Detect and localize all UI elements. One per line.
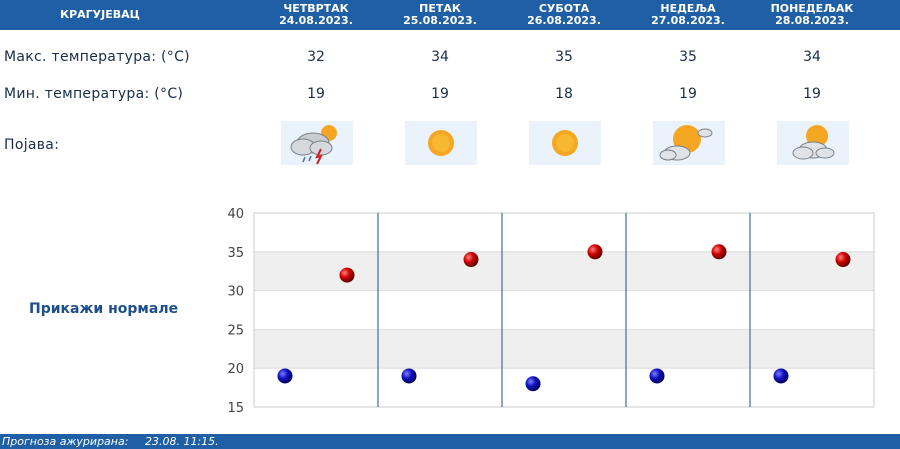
day-header-1: ЧЕТВРТАК 24.08.2023.	[254, 3, 378, 27]
chart-band	[254, 290, 874, 330]
max-temp-value: 34	[431, 49, 449, 65]
min-temp-value: 19	[431, 86, 449, 102]
day-date: 24.08.2023.	[279, 14, 353, 27]
plot-border	[253, 212, 875, 408]
y-tick-label: 35	[227, 246, 244, 261]
sun-icon	[405, 121, 477, 165]
day-date: 27.08.2023.	[651, 14, 725, 27]
storm-sun-cloud-icon	[281, 121, 353, 165]
day-header-4: НЕДЕЉА 27.08.2023.	[626, 3, 750, 27]
chart-band	[254, 368, 874, 407]
chart-band	[254, 329, 874, 369]
sun-icon	[529, 121, 601, 165]
min-temp-point	[773, 368, 789, 384]
day-header-2: ПЕТАК 25.08.2023.	[378, 3, 502, 27]
day-name: СУБОТА	[538, 2, 590, 15]
min-temp-value: 19	[803, 86, 821, 102]
day-name: ПЕТАК	[419, 2, 461, 15]
min-temp-value: 19	[307, 86, 325, 102]
update-time: 23.08. 11:15.	[145, 435, 219, 448]
day-date: 28.08.2023.	[775, 14, 849, 27]
forecast-header: КРАГУЈЕВАЦ ЧЕТВРТАК 24.08.2023. ПЕТАК 25…	[0, 0, 900, 30]
max-temp-point	[711, 244, 727, 260]
min-temp-value: 18	[555, 86, 573, 102]
update-label: Прогноза ажурирана:	[2, 435, 129, 448]
max-temp-point	[339, 267, 355, 283]
sun-cloud-icon	[653, 121, 725, 165]
min-temp-point	[277, 368, 293, 384]
footer-bar: Прогноза ажурирана: 23.08. 11:15.	[0, 434, 900, 449]
min-temp-value: 19	[679, 86, 697, 102]
sun-cloud-icon	[777, 121, 849, 165]
max-temp-point	[587, 244, 603, 260]
y-tick-label: 40	[227, 207, 244, 222]
day-name: НЕДЕЉА	[660, 2, 716, 15]
min-temp-point	[525, 376, 541, 392]
weather-label: Појава:	[4, 137, 60, 153]
min-temp-point	[649, 368, 665, 384]
min-temp-point	[401, 368, 417, 384]
max-temp-point	[463, 252, 479, 268]
max-temp-value: 35	[679, 49, 697, 65]
chart-grid	[253, 212, 875, 408]
y-tick-label: 20	[227, 362, 244, 377]
chart-bands	[254, 213, 874, 407]
y-tick-label: 15	[227, 401, 244, 416]
y-tick-label: 30	[227, 285, 244, 300]
max-temp-value: 34	[803, 49, 821, 65]
max-temp-label: Макс. температура: (°C)	[4, 49, 190, 65]
day-name: ПОНЕДЕЉАК	[770, 2, 854, 15]
max-temp-point	[835, 252, 851, 268]
y-tick-label: 25	[227, 323, 244, 338]
chart-points	[277, 244, 851, 392]
day-header-3: СУБОТА 26.08.2023.	[502, 3, 626, 27]
day-date: 26.08.2023.	[527, 14, 601, 27]
chart-band	[254, 213, 874, 252]
day-header-5: ПОНЕДЕЉАК 28.08.2023.	[750, 3, 874, 27]
max-temp-value: 32	[307, 49, 325, 65]
day-name: ЧЕТВРТАК	[283, 2, 349, 15]
chart-y-axis: 15 20 25 30 35 40	[227, 207, 244, 416]
chart-band	[254, 251, 874, 291]
max-temp-value: 35	[555, 49, 573, 65]
day-date: 25.08.2023.	[403, 14, 477, 27]
show-normals-link[interactable]: Прикажи нормале	[29, 301, 179, 317]
min-temp-label: Мин. температура: (°C)	[4, 86, 184, 102]
city-name: КРАГУЈЕВАЦ	[60, 8, 140, 21]
